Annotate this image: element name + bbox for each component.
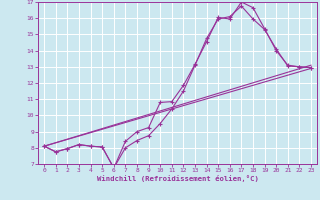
X-axis label: Windchill (Refroidissement éolien,°C): Windchill (Refroidissement éolien,°C) (97, 175, 259, 182)
